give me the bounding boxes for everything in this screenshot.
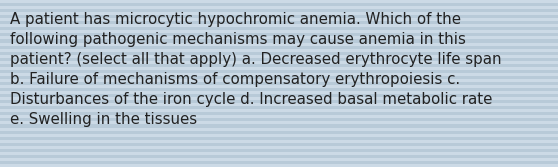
Bar — [0, 146, 558, 149]
Bar — [0, 24, 558, 27]
Bar — [0, 103, 558, 106]
Bar — [0, 140, 558, 143]
Bar — [0, 3, 558, 6]
Bar — [0, 152, 558, 155]
Bar — [0, 91, 558, 94]
Bar — [0, 30, 558, 33]
Bar — [0, 43, 558, 46]
Bar — [0, 18, 558, 21]
Bar — [0, 109, 558, 112]
Bar — [0, 161, 558, 164]
Bar — [0, 155, 558, 158]
Bar — [0, 76, 558, 79]
Bar — [0, 97, 558, 100]
Bar — [0, 0, 558, 3]
Bar — [0, 79, 558, 82]
Bar — [0, 149, 558, 152]
Bar — [0, 15, 558, 18]
Bar — [0, 27, 558, 30]
Bar — [0, 121, 558, 124]
Bar — [0, 58, 558, 61]
Bar — [0, 52, 558, 55]
Bar — [0, 118, 558, 121]
Bar — [0, 70, 558, 73]
Bar — [0, 137, 558, 140]
Bar — [0, 12, 558, 15]
Bar — [0, 124, 558, 128]
Bar — [0, 33, 558, 36]
Bar — [0, 36, 558, 39]
Bar — [0, 9, 558, 12]
Bar — [0, 134, 558, 137]
Bar — [0, 39, 558, 43]
Bar — [0, 100, 558, 103]
Text: A patient has microcytic hypochromic anemia. Which of the
following pathogenic m: A patient has microcytic hypochromic ane… — [10, 12, 502, 127]
Bar — [0, 55, 558, 58]
Bar — [0, 112, 558, 115]
Bar — [0, 158, 558, 161]
Bar — [0, 85, 558, 88]
Bar — [0, 21, 558, 24]
Bar — [0, 67, 558, 70]
Bar — [0, 49, 558, 52]
Bar — [0, 61, 558, 64]
Bar — [0, 164, 558, 167]
Bar — [0, 143, 558, 146]
Bar — [0, 46, 558, 49]
Bar — [0, 82, 558, 85]
Bar — [0, 128, 558, 131]
Bar — [0, 115, 558, 118]
Bar — [0, 106, 558, 109]
Bar — [0, 94, 558, 97]
Bar — [0, 88, 558, 91]
Bar — [0, 73, 558, 76]
Bar — [0, 6, 558, 9]
Bar — [0, 131, 558, 134]
Bar — [0, 64, 558, 67]
